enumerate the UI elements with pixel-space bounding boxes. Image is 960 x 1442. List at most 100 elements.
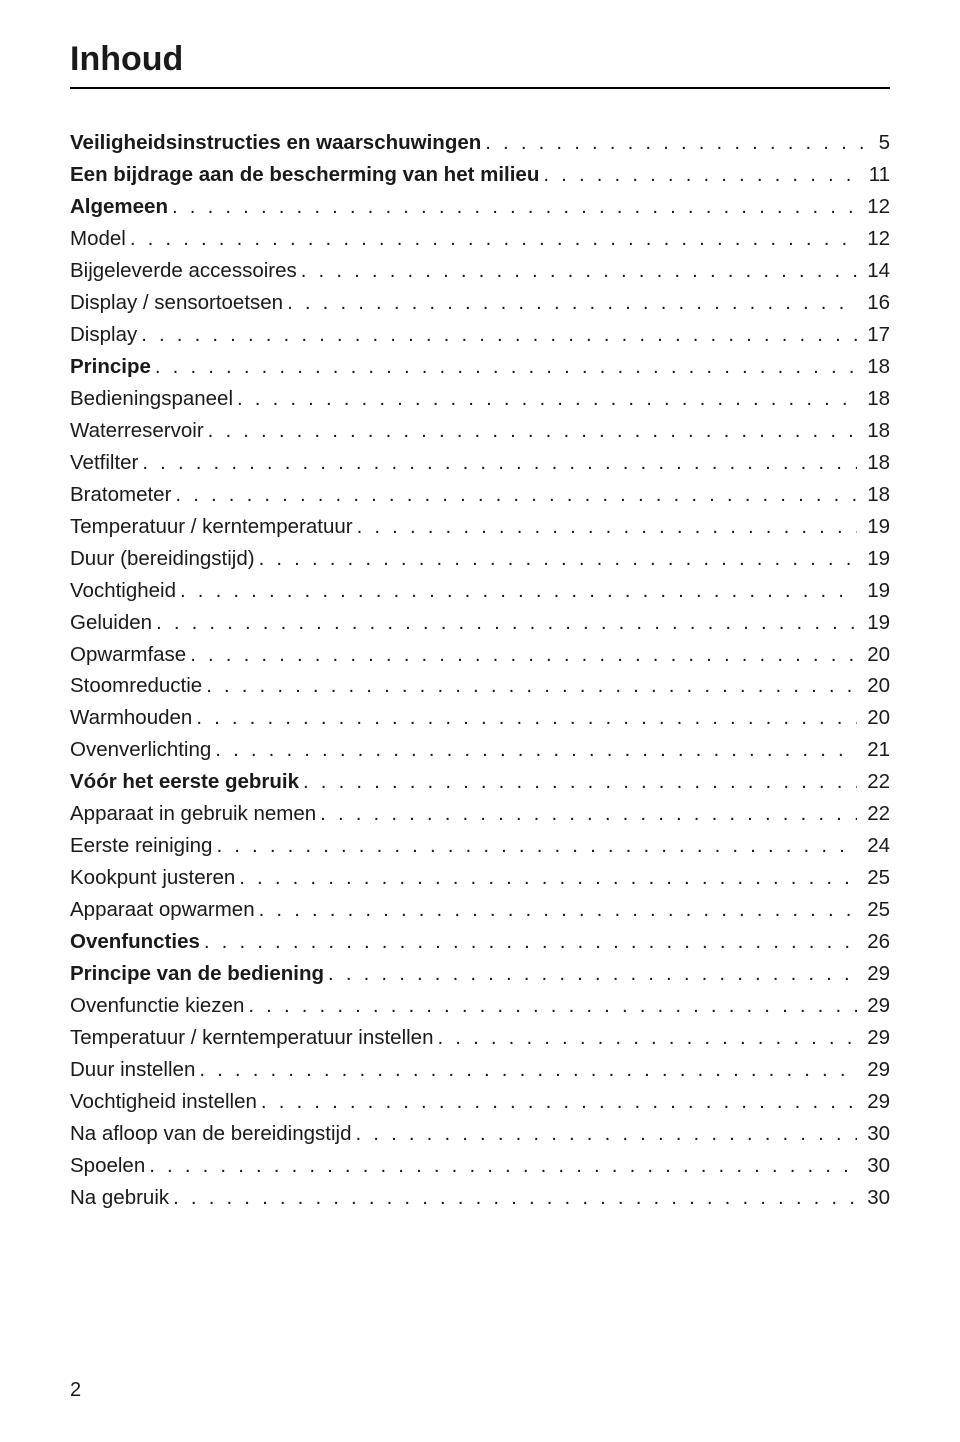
toc-entry-label: Bedieningspaneel — [70, 383, 233, 415]
toc-entry: Duur instellen 29 — [70, 1054, 890, 1086]
table-of-contents: Veiligheidsinstructies en waarschuwingen… — [70, 127, 890, 1214]
toc-entry-page: 29 — [861, 990, 890, 1022]
toc-leader-dots — [485, 127, 868, 159]
toc-entry-page: 29 — [861, 1086, 890, 1118]
toc-entry: Eerste reiniging24 — [70, 830, 890, 862]
toc-entry: Waterreservoir 18 — [70, 415, 890, 447]
toc-entry: Kookpunt justeren 25 — [70, 862, 890, 894]
toc-entry-label: Duur instellen — [70, 1054, 195, 1086]
toc-entry: Model12 — [70, 223, 890, 255]
toc-entry-page: 29 — [861, 1054, 890, 1086]
toc-entry-page: 19 — [861, 511, 890, 543]
toc-entry-page: 18 — [861, 479, 890, 511]
toc-entry-label: Na afloop van de bereidingstijd — [70, 1118, 352, 1150]
toc-entry-label: Vochtigheid instellen — [70, 1086, 257, 1118]
toc-leader-dots — [180, 575, 857, 607]
toc-entry-label: Spoelen — [70, 1150, 145, 1182]
toc-entry-label: Ovenfunctie kiezen — [70, 990, 244, 1022]
toc-entry-label: Apparaat opwarmen — [70, 894, 255, 926]
toc-entry: Bedieningspaneel 18 — [70, 383, 890, 415]
toc-entry-page: 21 — [861, 734, 890, 766]
toc-entry: Na gebruik 30 — [70, 1182, 890, 1214]
toc-leader-dots — [301, 255, 857, 287]
toc-entry-label: Na gebruik — [70, 1182, 169, 1214]
toc-leader-dots — [204, 926, 857, 958]
toc-entry: Stoomreductie20 — [70, 670, 890, 702]
toc-entry-label: Bratometer — [70, 479, 171, 511]
toc-entry-page: 22 — [861, 798, 890, 830]
page-number: 2 — [70, 1379, 81, 1402]
toc-entry-label: Kookpunt justeren — [70, 862, 235, 894]
toc-entry: Temperatuur / kerntemperatuur 19 — [70, 511, 890, 543]
toc-leader-dots — [356, 1118, 858, 1150]
toc-entry: Algemeen 12 — [70, 191, 890, 223]
toc-entry-label: Veiligheidsinstructies en waarschuwingen — [70, 127, 481, 159]
toc-entry: Principe 18 — [70, 351, 890, 383]
toc-leader-dots — [173, 1182, 857, 1214]
toc-entry-page: 25 — [861, 862, 890, 894]
toc-entry: Vetfilter18 — [70, 447, 890, 479]
toc-entry-page: 18 — [861, 351, 890, 383]
toc-leader-dots — [156, 607, 857, 639]
toc-leader-dots — [357, 511, 858, 543]
toc-entry-page: 11 — [863, 159, 890, 191]
toc-entry: Ovenfuncties 26 — [70, 926, 890, 958]
toc-entry: Na afloop van de bereidingstijd 30 — [70, 1118, 890, 1150]
toc-entry-page: 12 — [861, 191, 890, 223]
toc-entry-page: 17 — [861, 319, 890, 351]
toc-entry: Apparaat in gebruik nemen22 — [70, 798, 890, 830]
toc-entry: Geluiden19 — [70, 607, 890, 639]
toc-leader-dots — [141, 319, 857, 351]
toc-entry-label: Waterreservoir — [70, 415, 204, 447]
toc-leader-dots — [208, 415, 858, 447]
page-title: Inhoud — [70, 40, 890, 89]
toc-leader-dots — [261, 1086, 857, 1118]
toc-entry-label: Vochtigheid — [70, 575, 176, 607]
toc-entry-page: 26 — [861, 926, 890, 958]
toc-entry: Bratometer 18 — [70, 479, 890, 511]
toc-entry-page: 30 — [861, 1118, 890, 1150]
toc-entry: Opwarmfase20 — [70, 639, 890, 671]
toc-entry-page: 29 — [861, 958, 890, 990]
toc-entry: Duur (bereidingstijd)19 — [70, 543, 890, 575]
toc-leader-dots — [175, 479, 857, 511]
toc-leader-dots — [543, 159, 858, 191]
toc-leader-dots — [320, 798, 857, 830]
toc-leader-dots — [259, 543, 858, 575]
toc-leader-dots — [328, 958, 857, 990]
toc-entry-label: Temperatuur / kerntemperatuur — [70, 511, 353, 543]
toc-entry-label: Algemeen — [70, 191, 168, 223]
toc-entry: Display / sensortoetsen16 — [70, 287, 890, 319]
toc-entry-label: Een bijdrage aan de bescherming van het … — [70, 159, 539, 191]
toc-entry-label: Display — [70, 319, 137, 351]
toc-leader-dots — [130, 223, 857, 255]
toc-entry: Vochtigheid instellen 29 — [70, 1086, 890, 1118]
toc-entry-label: Ovenfuncties — [70, 926, 200, 958]
toc-entry-page: 25 — [861, 894, 890, 926]
toc-entry-page: 19 — [861, 607, 890, 639]
toc-leader-dots — [142, 447, 857, 479]
toc-leader-dots — [438, 1022, 858, 1054]
toc-leader-dots — [155, 351, 857, 383]
toc-entry-page: 18 — [861, 447, 890, 479]
toc-entry: Veiligheidsinstructies en waarschuwingen… — [70, 127, 890, 159]
toc-leader-dots — [216, 830, 857, 862]
toc-entry-page: 18 — [861, 383, 890, 415]
toc-entry-label: Eerste reiniging — [70, 830, 212, 862]
toc-leader-dots — [248, 990, 857, 1022]
toc-entry-page: 16 — [861, 287, 890, 319]
toc-entry-page: 14 — [861, 255, 890, 287]
toc-leader-dots — [259, 894, 858, 926]
toc-entry-page: 30 — [861, 1182, 890, 1214]
toc-entry-label: Principe — [70, 351, 151, 383]
toc-leader-dots — [287, 287, 857, 319]
toc-entry-page: 19 — [861, 575, 890, 607]
toc-entry-page: 18 — [861, 415, 890, 447]
toc-entry-label: Warmhouden — [70, 702, 192, 734]
toc-leader-dots — [303, 766, 857, 798]
toc-entry-page: 29 — [861, 1022, 890, 1054]
toc-entry-label: Vóór het eerste gebruik — [70, 766, 299, 798]
toc-entry-label: Principe van de bediening — [70, 958, 324, 990]
toc-entry-page: 20 — [861, 670, 890, 702]
toc-entry: Display 17 — [70, 319, 890, 351]
